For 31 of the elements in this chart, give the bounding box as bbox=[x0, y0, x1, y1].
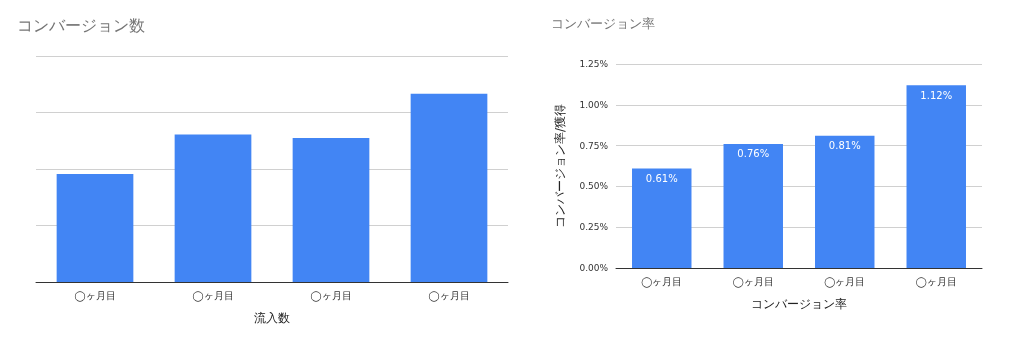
bar bbox=[723, 143, 783, 268]
x-tick-label: ◯ヶ月目 bbox=[74, 289, 116, 302]
bar bbox=[632, 168, 692, 268]
chart-title: コンバージョン数 bbox=[17, 15, 145, 35]
bar bbox=[410, 93, 488, 282]
x-tick-label: ◯ヶ月目 bbox=[641, 275, 683, 288]
y-tick-label: 0.75% bbox=[579, 140, 609, 151]
x-axis-title: コンバージョン率 bbox=[751, 297, 847, 311]
bar bbox=[906, 85, 966, 268]
data-label: 0.81% bbox=[828, 140, 861, 152]
data-label: 0.61% bbox=[645, 172, 678, 184]
bar bbox=[292, 138, 370, 282]
x-tick-label: ◯ヶ月目 bbox=[915, 275, 957, 288]
x-tick-label: ◯ヶ月目 bbox=[428, 289, 470, 302]
bar bbox=[56, 174, 134, 282]
y-tick-label: 1.25% bbox=[579, 59, 609, 69]
data-label: 0.76% bbox=[737, 148, 770, 160]
x-tick-label: ◯ヶ月目 bbox=[732, 275, 774, 288]
x-tick-label: ◯ヶ月目 bbox=[192, 289, 234, 302]
y-tick-label: 0.25% bbox=[579, 222, 609, 233]
bar bbox=[174, 134, 252, 282]
chart-title: コンバージョン率 bbox=[551, 16, 655, 31]
y-tick-label: 0.00% bbox=[579, 263, 609, 273]
x-tick-label: ◯ヶ月目 bbox=[824, 275, 866, 288]
y-tick-label: 0.50% bbox=[579, 181, 609, 192]
data-label: 1.12% bbox=[920, 89, 953, 101]
y-axis-title: コンバージョン率/獲得 bbox=[553, 103, 567, 229]
x-tick-label: ◯ヶ月目 bbox=[310, 289, 352, 302]
x-axis-title: 流入数 bbox=[254, 311, 290, 325]
y-tick-label: 1.00% bbox=[579, 99, 609, 110]
bar bbox=[815, 135, 875, 268]
